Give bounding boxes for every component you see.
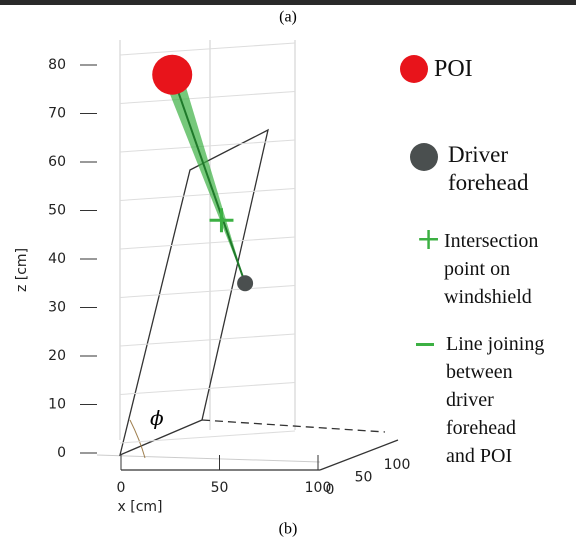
grid-line <box>119 139 296 153</box>
y-tick-label: 100 <box>384 457 411 473</box>
z-tick-label: 50 <box>48 203 66 219</box>
z-axis-label: z [cm] <box>14 248 30 292</box>
x-axis-label: x [cm] <box>118 499 163 515</box>
legend-swatch <box>416 343 434 346</box>
z-tick-label: 60 <box>48 154 66 170</box>
z-tick-label: 20 <box>48 348 66 364</box>
caption: (b) <box>279 521 298 538</box>
legend-entry: Driver forehead <box>410 141 550 197</box>
legend-label: Driver forehead <box>448 142 529 195</box>
x-tick-label: 100 <box>305 480 332 496</box>
intersection-point <box>209 208 234 233</box>
z-tick-label: 0 <box>57 445 66 461</box>
legend-entry: + Intersection point on windshield <box>416 222 576 311</box>
joining-line <box>171 74 247 284</box>
legend-entry: POI <box>400 55 473 84</box>
grid-line <box>119 236 296 250</box>
grid-line <box>119 382 296 395</box>
z-tick-label: 30 <box>48 300 66 316</box>
grid-line <box>119 188 296 201</box>
legend-entry: Line joining between driver forehead and… <box>416 330 576 470</box>
angle-arc <box>129 419 146 459</box>
y-tick-label: 0 <box>326 482 335 498</box>
grid-line <box>119 42 296 56</box>
grid-line <box>119 285 296 298</box>
sight-cone <box>162 74 246 284</box>
x-tick-label: 0 <box>117 480 126 496</box>
angle-label: ϕ <box>150 406 164 430</box>
grid-line <box>119 91 296 104</box>
top-image-strip <box>0 0 576 5</box>
z-tick-label: 70 <box>48 106 66 122</box>
legend-swatch: + <box>416 222 442 257</box>
caption: (a) <box>279 9 297 26</box>
legend-label: Line joining between driver forehead and… <box>446 333 545 467</box>
forehead-point <box>237 275 254 292</box>
legend-label: POI <box>434 55 473 82</box>
poi-point <box>152 54 193 95</box>
grid-line <box>119 333 296 347</box>
z-tick-label: 80 <box>48 57 66 73</box>
grid-line <box>119 430 296 444</box>
z-tick-label: 10 <box>48 397 66 413</box>
box <box>96 40 321 463</box>
z-tick-label: 40 <box>48 251 66 267</box>
legend-swatch <box>410 143 438 171</box>
y-tick-label: 50 <box>355 470 373 486</box>
x-tick-label: 50 <box>211 480 229 496</box>
legend-label: Intersection point on windshield <box>444 230 539 308</box>
legend-swatch <box>400 55 428 84</box>
windshield <box>119 128 399 471</box>
